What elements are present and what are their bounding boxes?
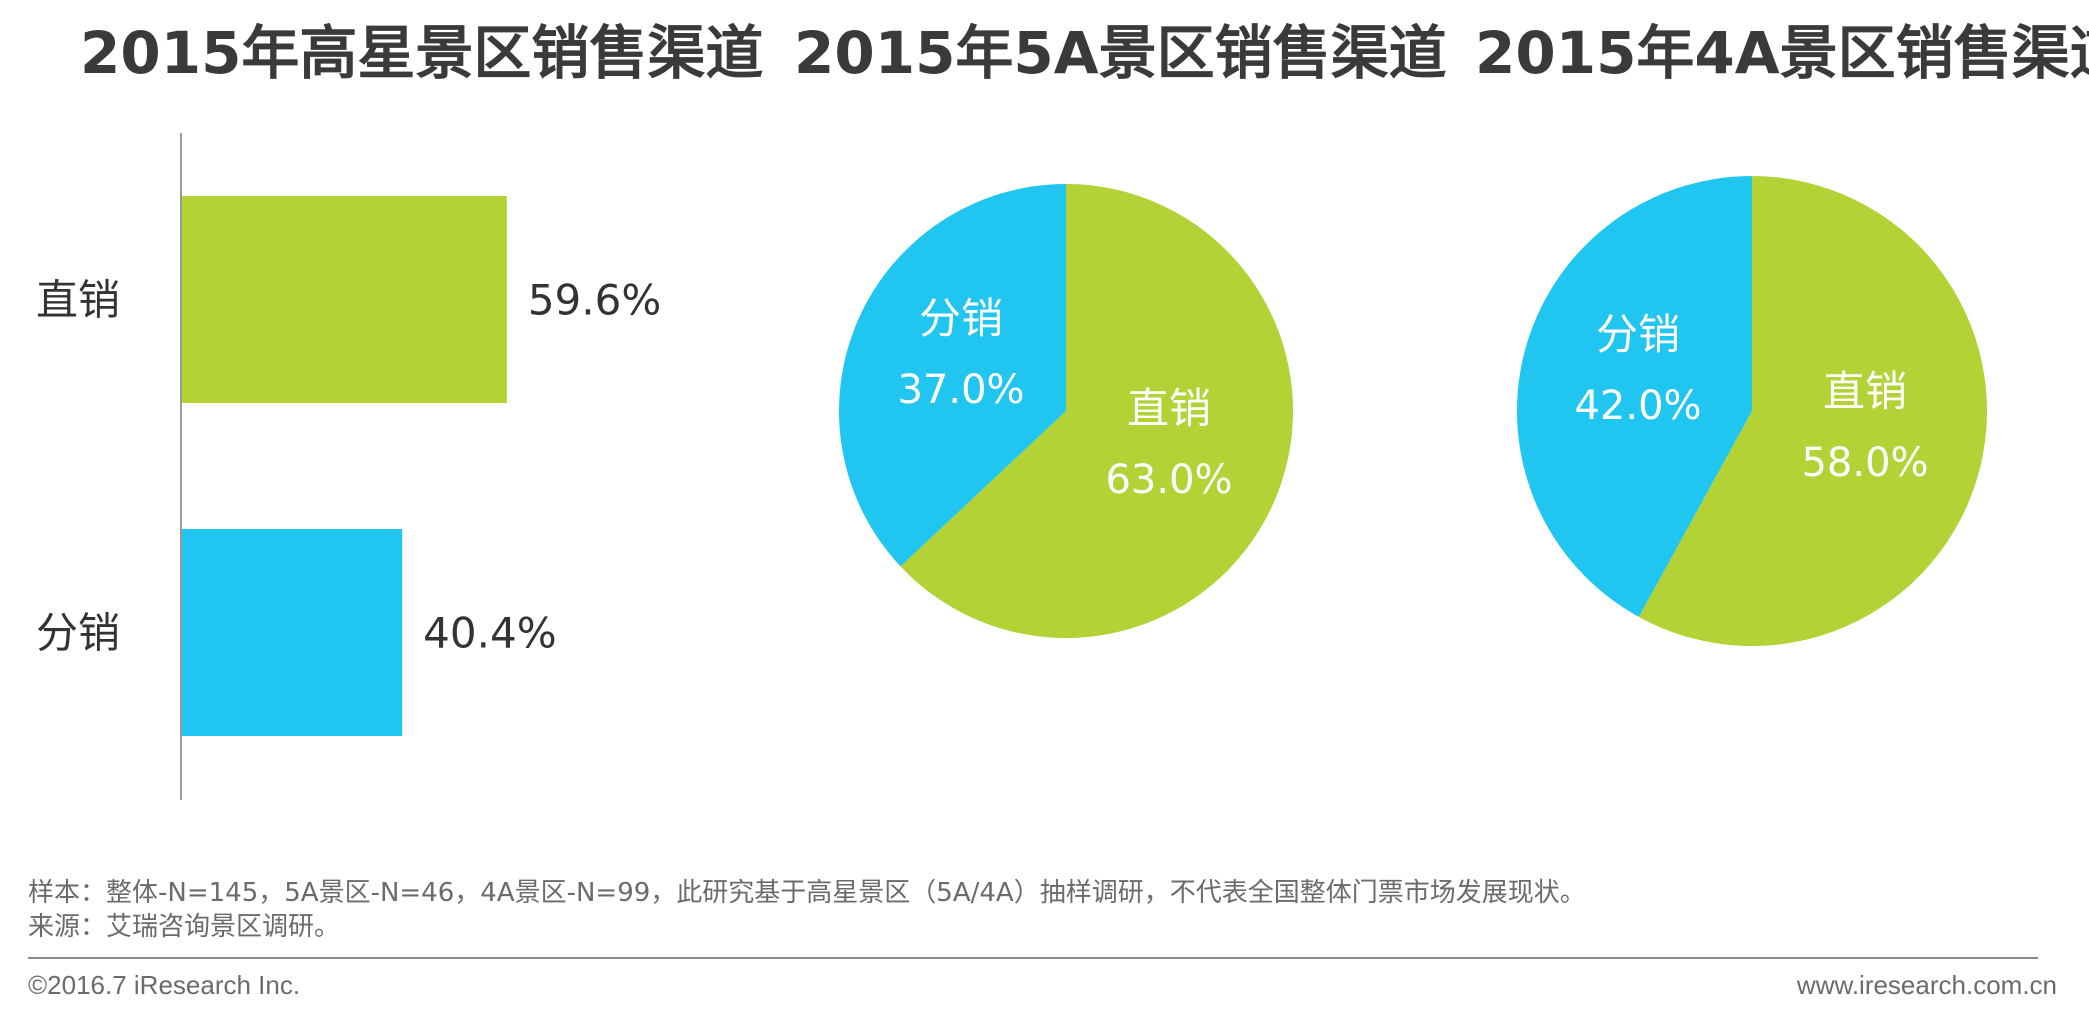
bar-value-label-direct: 59.6% bbox=[528, 276, 661, 325]
pie-4a-label-distribution: 分销 bbox=[1596, 310, 1680, 359]
pie-4a-value-distribution: 42.0% bbox=[1574, 383, 1701, 429]
pie-4a-slice-distribution bbox=[1517, 176, 1752, 617]
source-note: 来源：艾瑞咨询景区调研。 bbox=[28, 912, 341, 942]
pie-4a-label-direct: 直销 bbox=[1823, 367, 1907, 416]
charts-canvas: 直销 59.6% 分销 40.4% 直销 63.0% 分销 37.0% 直销 58.0% 分销 42.… bbox=[36, 133, 1987, 800]
bar-category-label-distribution: 分销 bbox=[36, 609, 120, 658]
pie-4a-slice-direct bbox=[1638, 176, 1987, 647]
pie-4a-title: 2015年4A景区销售渠道 bbox=[1475, 19, 2089, 87]
footer-divider bbox=[28, 957, 2038, 959]
copyright-text: ©2016.7 iResearch Inc. bbox=[28, 970, 301, 1000]
pie-5a-slice-distribution bbox=[838, 183, 1066, 567]
bar-category-label-direct: 直销 bbox=[36, 276, 120, 325]
pie-5a-label-distribution: 分销 bbox=[919, 294, 1003, 343]
pie-5a-slice-direct bbox=[900, 184, 1293, 638]
pie-4a-value-direct: 58.0% bbox=[1801, 440, 1928, 486]
bar-value-label-distribution: 40.4% bbox=[423, 609, 556, 658]
bar-direct bbox=[182, 196, 507, 403]
website-link[interactable]: www.iresearch.com.cn bbox=[1796, 970, 2057, 1000]
pie-5a-label-direct: 直销 bbox=[1127, 384, 1211, 433]
pie-5a-title: 2015年5A景区销售渠道 bbox=[794, 19, 1447, 87]
pie-5a-value-distribution: 37.0% bbox=[897, 367, 1024, 413]
bar-chart-title: 2015年高星景区销售渠道 bbox=[80, 19, 764, 87]
bar-distribution bbox=[182, 529, 403, 736]
sample-note: 样本：整体-N=145，5A景区-N=46，4A景区-N=99，此研究基于高星景… bbox=[28, 878, 1586, 908]
pie-5a-value-direct: 63.0% bbox=[1105, 457, 1232, 503]
